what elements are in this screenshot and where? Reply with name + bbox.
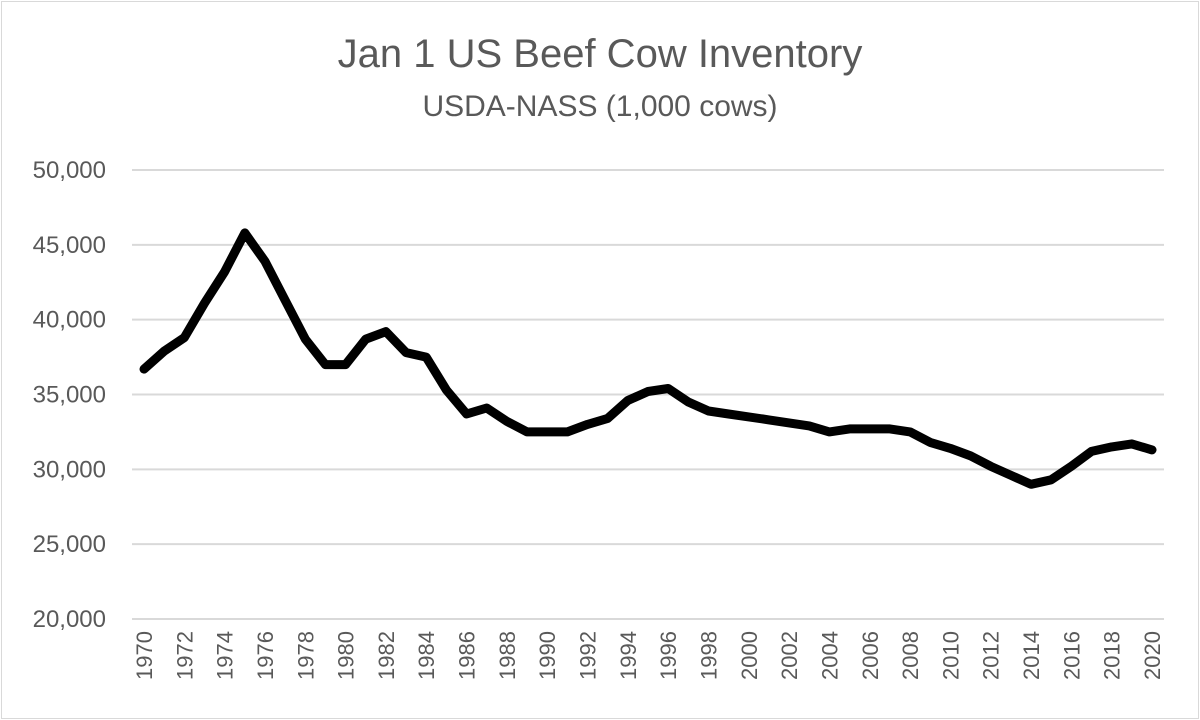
x-tick-label: 1984 (414, 631, 439, 680)
x-axis: 1970 1972 1974 1976 1978 1980 1982 1984 1986 1988… (132, 631, 1165, 680)
x-tick-label: 2020 (1140, 631, 1165, 680)
series-group (139, 228, 1157, 489)
y-axis: 20,000 25,000 30,000 35,000 40,000 45,000 50,0… (33, 157, 106, 633)
y-tick-label: 50,000 (33, 157, 106, 184)
x-tick-label: 2012 (979, 631, 1004, 680)
y-tick-label: 35,000 (33, 382, 106, 409)
x-tick-label: 1978 (293, 631, 318, 680)
x-tick-label: 2010 (938, 631, 963, 680)
x-tick-label: 2016 (1059, 631, 1084, 680)
x-tick-label: 2000 (737, 631, 762, 680)
y-tick-label: 40,000 (33, 307, 106, 334)
x-tick-label: 1980 (334, 631, 359, 680)
y-tick-label: 45,000 (33, 232, 106, 259)
x-tick-label: 1992 (576, 631, 601, 680)
x-tick-label: 1986 (455, 631, 480, 680)
y-tick-label: 30,000 (33, 456, 106, 483)
x-tick-label: 1972 (172, 631, 197, 680)
x-tick-label: 2018 (1100, 631, 1125, 680)
chart-subtitle: USDA-NASS (1,000 cows) (422, 90, 778, 123)
x-tick-label: 1996 (656, 631, 681, 680)
x-tick-label: 2008 (898, 631, 923, 680)
x-tick-label: 2002 (777, 631, 802, 680)
x-tick-label: 1974 (213, 631, 238, 680)
x-tick-label: 1990 (535, 631, 560, 680)
x-tick-label: 1970 (132, 631, 157, 680)
x-tick-label: 1988 (495, 631, 520, 680)
x-tick-label: 1994 (616, 631, 641, 680)
x-tick-label: 1982 (374, 631, 399, 680)
y-tick-label: 20,000 (33, 606, 106, 633)
y-tick-label: 25,000 (33, 531, 106, 558)
x-tick-label: 2006 (858, 631, 883, 680)
series-line (139, 228, 1157, 489)
chart-title: Jan 1 US Beef Cow Inventory (337, 32, 863, 76)
x-tick-label: 1976 (253, 631, 278, 680)
x-tick-label: 2004 (817, 631, 842, 680)
x-tick-label: 2014 (1019, 631, 1044, 680)
x-tick-label: 1998 (696, 631, 721, 680)
